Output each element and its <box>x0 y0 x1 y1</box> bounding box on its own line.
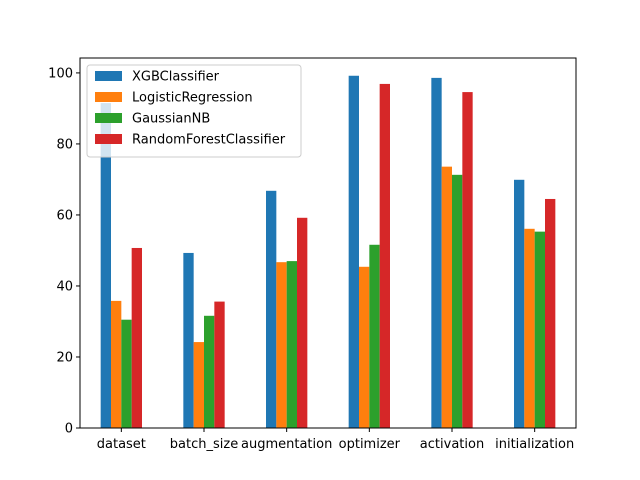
legend-label: RandomForestClassifier <box>132 133 286 148</box>
legend-swatch <box>95 71 122 81</box>
bar-GaussianNB-optimizer <box>369 244 380 428</box>
bar-XGBClassifier-batch_size <box>183 252 194 428</box>
axes-frame <box>79 57 577 429</box>
legend-swatch <box>95 92 122 102</box>
legend-label: GaussianNB <box>132 112 210 127</box>
legend-label: LogisticRegression <box>132 91 253 106</box>
y-axis: 0 20 40 60 80 100 <box>48 66 80 437</box>
bar-XGBClassifier-augmentation <box>266 190 277 428</box>
legend-label: XGBClassifier <box>132 70 220 85</box>
x-tick-label: optimizer <box>339 437 401 452</box>
y-tick-label: 0 <box>65 422 73 437</box>
x-tick-label: activation <box>420 437 484 452</box>
y-tick-label: 80 <box>56 137 73 152</box>
bar-XGBClassifier-initialization <box>514 179 525 428</box>
legend-swatch <box>95 134 122 144</box>
x-axis: dataset batch_size augmentation optimizer ac… <box>97 428 574 452</box>
bar-XGBClassifier-optimizer <box>348 75 359 428</box>
bar-XGBClassifier-activation <box>431 77 442 429</box>
y-tick-label: 60 <box>56 208 73 223</box>
y-tick-label: 100 <box>48 66 73 81</box>
bar-RandomForestClassifier-dataset <box>131 247 142 428</box>
bar-LogisticRegression-initialization <box>524 228 535 428</box>
bar-GaussianNB-initialization <box>534 231 545 428</box>
x-tick-label: augmentation <box>241 437 332 452</box>
bar-XGBClassifier-dataset <box>100 103 111 428</box>
x-tick-label: batch_size <box>170 437 238 452</box>
bar-RandomForestClassifier-initialization <box>545 198 556 428</box>
y-tick-label: 20 <box>56 350 73 365</box>
bars-layer <box>100 75 556 429</box>
legend-box <box>86 64 302 158</box>
bar-RandomForestClassifier-activation <box>462 92 473 429</box>
x-tick-label: initialization <box>495 437 574 452</box>
bar-GaussianNB-activation <box>452 174 463 428</box>
bar-RandomForestClassifier-augmentation <box>297 217 308 428</box>
bar-LogisticRegression-dataset <box>111 300 122 428</box>
bar-GaussianNB-dataset <box>121 319 132 428</box>
bar-LogisticRegression-optimizer <box>359 266 370 428</box>
bar-GaussianNB-augmentation <box>286 261 297 428</box>
legend-swatch <box>95 113 122 123</box>
bar-LogisticRegression-activation <box>441 166 452 428</box>
y-tick-label: 40 <box>56 279 73 294</box>
x-tick-label: dataset <box>97 437 146 452</box>
bar-GaussianNB-batch_size <box>204 315 215 428</box>
legend: XGBClassifier LogisticRegression GaussianN… <box>86 64 302 158</box>
bar-LogisticRegression-augmentation <box>276 262 287 428</box>
bar-LogisticRegression-batch_size <box>193 342 204 428</box>
bar-RandomForestClassifier-optimizer <box>379 83 390 429</box>
bar-RandomForestClassifier-batch_size <box>214 301 225 428</box>
